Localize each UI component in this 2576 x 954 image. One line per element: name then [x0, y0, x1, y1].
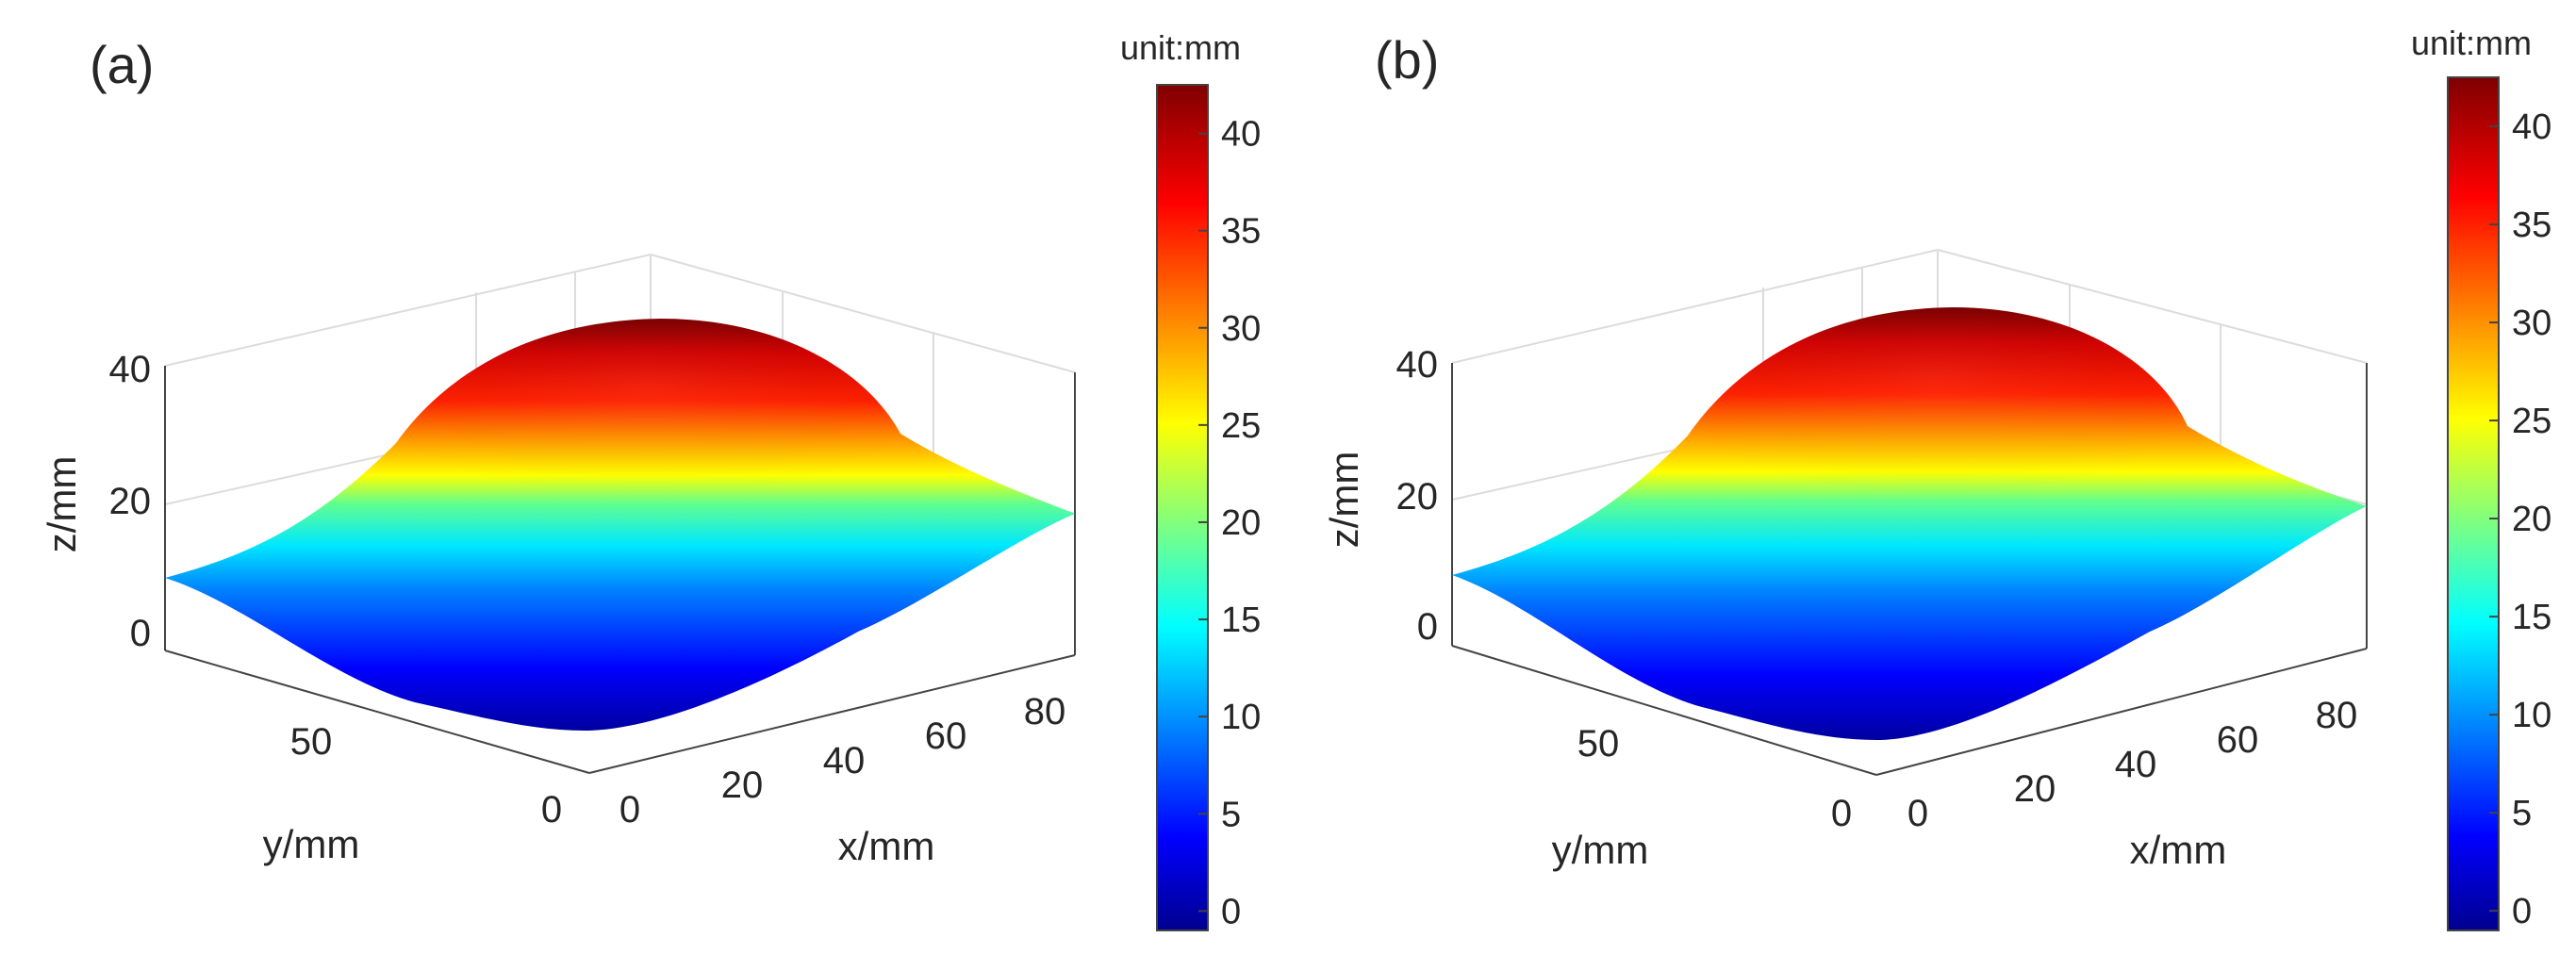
x-axis-a: 0 20 40 60 80 [619, 691, 1065, 831]
colorbar-tick-label: 35 [1221, 212, 1261, 252]
colorbar-ticks-a: 0 5 10 15 20 25 30 35 40 [1198, 115, 1261, 931]
colorbar-tick-label: 35 [2512, 206, 2551, 245]
x-tick-label: 40 [2115, 744, 2157, 785]
x-axis-b: 0 20 40 60 80 [1907, 695, 2357, 834]
panel-label-b: (b) [1375, 30, 1439, 90]
colorbar-tick-label: 40 [2512, 107, 2551, 147]
x-axis-label-a: x/mm [838, 824, 935, 868]
colorbar-bar-a [1156, 84, 1209, 931]
y-tick-label: 50 [290, 721, 333, 763]
colorbar-title-b: unit:mm [2411, 24, 2532, 62]
panel-a: (a) 40 20 0 z/m [40, 28, 1261, 931]
panel-label-a: (a) [90, 35, 154, 94]
colorbar-bar-b [2447, 76, 2500, 931]
colorbar-title-a: unit:mm [1120, 28, 1241, 67]
z-axis-a: 40 20 0 [109, 349, 152, 654]
x-tick-label: 60 [925, 716, 967, 757]
colorbar-tick-label: 5 [2512, 794, 2532, 833]
x-tick-label: 0 [619, 789, 640, 831]
colorbar-tick-label: 15 [1221, 600, 1261, 640]
z-tick-label: 0 [1417, 606, 1438, 648]
colorbar-a: unit:mm 0 5 10 15 20 25 30 35 40 [1120, 28, 1261, 931]
panel-b: (b) 40 20 0 z/mm 5 [1322, 24, 2551, 931]
axis-lines-b [1451, 363, 2368, 776]
y-axis-b: 50 0 [1577, 723, 1852, 834]
colorbar-tick-label: 5 [1221, 795, 1241, 834]
colorbar-tick-label: 40 [1221, 115, 1261, 155]
z-tick-label: 40 [1396, 344, 1439, 386]
colorbar-tick-label: 15 [2512, 598, 2551, 637]
z-tick-label: 0 [130, 613, 151, 654]
x-tick-label: 20 [721, 765, 764, 806]
axis-lines-a [164, 366, 1076, 774]
colorbar-tick-label: 20 [1221, 503, 1261, 543]
z-tick-label: 40 [109, 349, 152, 390]
y-axis-label-a: y/mm [263, 822, 360, 866]
colorbar-tick-label: 25 [2512, 402, 2551, 441]
colorbar-tick-label: 10 [2512, 696, 2551, 735]
x-tick-label: 80 [2316, 695, 2358, 736]
y-tick-label: 0 [541, 789, 562, 831]
colorbar-tick-label: 0 [1221, 892, 1241, 931]
colorbar-tick-label: 25 [1221, 406, 1261, 446]
x-tick-label: 40 [823, 740, 866, 781]
z-tick-label: 20 [1396, 476, 1439, 518]
colorbar-tick-label: 0 [2512, 892, 2532, 931]
colorbar-tick-label: 20 [2512, 500, 2551, 539]
z-axis-label-a: z/mm [40, 456, 84, 553]
y-axis-label-b: y/mm [1552, 828, 1649, 872]
colorbar-tick-label: 30 [1221, 309, 1261, 349]
z-tick-label: 20 [109, 481, 152, 522]
x-tick-label: 0 [1907, 793, 1928, 834]
y-tick-label: 0 [1831, 793, 1852, 834]
colorbar-tick-label: 10 [1221, 698, 1261, 737]
colorbar-b: unit:mm 0 5 10 15 20 25 30 35 40 [2411, 24, 2551, 931]
x-tick-label: 80 [1024, 691, 1066, 732]
z-axis-b: 40 20 0 [1396, 344, 1439, 648]
x-tick-label: 20 [2014, 768, 2056, 810]
x-axis-label-b: x/mm [2130, 828, 2227, 872]
colorbar-ticks-b: 0 5 10 15 20 25 30 35 40 [2489, 107, 2551, 931]
x-tick-label: 60 [2217, 719, 2259, 761]
z-axis-label-b: z/mm [1322, 452, 1366, 549]
y-axis-a: 50 0 [290, 721, 562, 831]
colorbar-tick-label: 30 [2512, 304, 2551, 343]
y-tick-label: 50 [1577, 723, 1620, 765]
